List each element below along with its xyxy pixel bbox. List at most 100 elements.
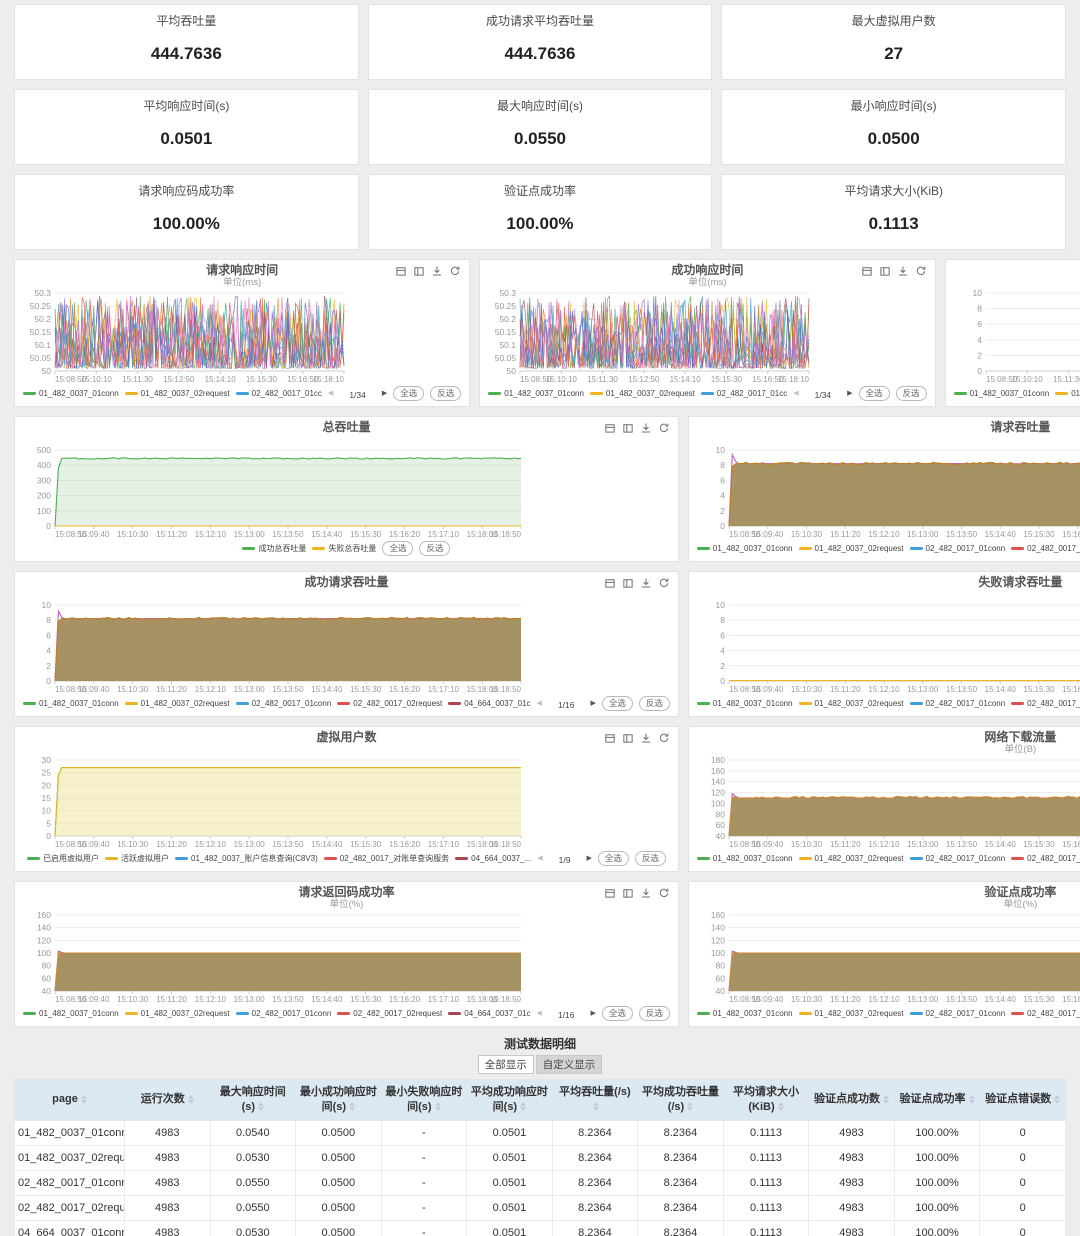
data-zoom-icon[interactable] bbox=[395, 265, 407, 277]
legend-item[interactable]: 已启用虚拟用户 bbox=[27, 853, 99, 864]
save-image-icon[interactable] bbox=[431, 265, 443, 277]
legend-item[interactable]: 04_664_0037_01c bbox=[448, 1009, 531, 1018]
legend-item[interactable]: 02_482_0017_01cc bbox=[700, 389, 787, 398]
refresh-icon[interactable] bbox=[658, 422, 670, 434]
column-header-11[interactable]: 验证点错误数 bbox=[979, 1079, 1066, 1121]
sort-icon[interactable] bbox=[187, 1095, 194, 1105]
legend-item[interactable]: 01_482_0037_01conn bbox=[488, 389, 584, 398]
save-image-icon[interactable] bbox=[897, 265, 909, 277]
legend-item[interactable]: 02_482_0017_01conn bbox=[235, 1009, 331, 1018]
legend-item[interactable]: 活跃虚拟用户 bbox=[105, 853, 169, 864]
legend-item[interactable]: 02_482_0017_01conn bbox=[909, 1009, 1005, 1018]
pager-next-icon[interactable]: ▶ bbox=[590, 1010, 596, 1017]
column-header-1[interactable]: 运行次数 bbox=[124, 1079, 211, 1121]
select-all-button[interactable]: 全选 bbox=[601, 695, 633, 711]
invert-selection-button[interactable]: 反选 bbox=[638, 695, 670, 711]
select-all-button[interactable]: 全选 bbox=[382, 540, 414, 556]
data-zoom-icon[interactable] bbox=[604, 887, 616, 899]
refresh-icon[interactable] bbox=[658, 577, 670, 589]
legend-item[interactable]: 01_482_0037_01conn bbox=[23, 699, 119, 708]
legend-item[interactable]: 02_482_0017_01conn bbox=[909, 699, 1005, 708]
column-header-10[interactable]: 验证点成功率 bbox=[893, 1079, 981, 1121]
legend-item[interactable]: 02_482_0017_01conn bbox=[235, 699, 331, 708]
legend-item[interactable]: 01_482_0037_02request bbox=[124, 699, 230, 708]
legend-item[interactable]: 01_482_0037_02request bbox=[798, 699, 904, 708]
invert-selection-button[interactable]: 反选 bbox=[638, 1005, 670, 1021]
refresh-icon[interactable] bbox=[658, 732, 670, 744]
invert-selection-button[interactable]: 反选 bbox=[430, 385, 462, 401]
legend-item[interactable]: 01_482_0037_02request bbox=[124, 1009, 230, 1018]
legend-item[interactable]: 01_482_0037_01conn bbox=[23, 389, 119, 398]
sort-icon[interactable] bbox=[434, 1102, 441, 1112]
data-view-icon[interactable] bbox=[622, 422, 634, 434]
data-view-icon[interactable] bbox=[413, 265, 425, 277]
select-all-button[interactable]: 全选 bbox=[393, 385, 425, 401]
data-view-icon[interactable] bbox=[622, 577, 634, 589]
pager-next-icon[interactable]: ▶ bbox=[590, 700, 596, 707]
invert-selection-button[interactable]: 反选 bbox=[895, 385, 927, 401]
data-zoom-icon[interactable] bbox=[604, 577, 616, 589]
pager-next-icon[interactable]: ▶ bbox=[381, 390, 388, 397]
legend-item[interactable]: 01_482_0037_02request bbox=[589, 389, 695, 398]
column-header-3[interactable]: 最小成功响应时间(s) bbox=[295, 1079, 382, 1121]
pager-prev-icon[interactable]: ◀ bbox=[327, 390, 334, 397]
legend-item[interactable]: 01_482_0037_01conn bbox=[696, 854, 793, 863]
tab-custom-display[interactable]: 自定义显示 bbox=[535, 1055, 603, 1074]
sort-icon[interactable] bbox=[968, 1095, 975, 1105]
legend-item[interactable]: 02_482_0017_01conn bbox=[909, 544, 1005, 553]
legend-item[interactable]: 04_664_0037_... bbox=[455, 854, 531, 863]
save-image-icon[interactable] bbox=[640, 887, 652, 899]
sort-icon[interactable] bbox=[1054, 1095, 1061, 1105]
save-image-icon[interactable] bbox=[640, 732, 652, 744]
column-header-8[interactable]: 平均请求大小(KiB) bbox=[722, 1079, 810, 1121]
sort-icon[interactable] bbox=[258, 1102, 265, 1112]
save-image-icon[interactable] bbox=[640, 577, 652, 589]
column-header-2[interactable]: 最大响应时间(s) bbox=[209, 1079, 297, 1121]
column-header-5[interactable]: 平均成功响应时间(s) bbox=[466, 1079, 553, 1121]
legend-item[interactable]: 成功总吞吐量 bbox=[242, 543, 306, 554]
column-header-9[interactable]: 验证点成功数 bbox=[808, 1079, 895, 1121]
column-header-4[interactable]: 最小失败响应时间(s) bbox=[380, 1079, 468, 1121]
legend-item[interactable]: 01_482_0037_02request bbox=[798, 854, 904, 863]
column-header-0[interactable]: page bbox=[14, 1079, 125, 1121]
legend-item[interactable]: 02_482_0017_01conn bbox=[909, 854, 1005, 863]
sort-icon[interactable] bbox=[349, 1102, 356, 1112]
sort-icon[interactable] bbox=[883, 1095, 890, 1105]
legend-item[interactable]: 01_482_0037_01conn bbox=[696, 544, 793, 553]
legend-item[interactable]: 01_482_0037_02request bbox=[124, 389, 230, 398]
pager-prev-icon[interactable]: ◀ bbox=[536, 1010, 542, 1017]
data-zoom-icon[interactable] bbox=[861, 265, 873, 277]
legend-item[interactable]: 01_482_0037_02request bbox=[798, 1009, 904, 1018]
legend-item[interactable]: 02_482_0017_01cc bbox=[235, 389, 322, 398]
legend-item[interactable]: 02_482_0017_02request bbox=[1011, 1009, 1080, 1018]
data-view-icon[interactable] bbox=[622, 732, 634, 744]
data-view-icon[interactable] bbox=[879, 265, 891, 277]
legend-item[interactable]: 失败总吞吐量 bbox=[312, 543, 376, 554]
refresh-icon[interactable] bbox=[915, 265, 927, 277]
pager-prev-icon[interactable]: ◀ bbox=[793, 390, 799, 397]
tab-show-all[interactable]: 全部显示 bbox=[477, 1055, 534, 1074]
sort-icon[interactable] bbox=[593, 1102, 600, 1112]
select-all-button[interactable]: 全选 bbox=[858, 385, 890, 401]
data-zoom-icon[interactable] bbox=[604, 732, 616, 744]
invert-selection-button[interactable]: 反选 bbox=[419, 540, 451, 556]
legend-item[interactable]: 02_482_0017_对账单查询服务 bbox=[323, 853, 449, 864]
pager-prev-icon[interactable]: ◀ bbox=[537, 855, 543, 862]
legend-item[interactable]: 01_482_0037_01conn bbox=[23, 1009, 119, 1018]
pager-next-icon[interactable]: ▶ bbox=[847, 390, 853, 397]
select-all-button[interactable]: 全选 bbox=[597, 850, 629, 866]
sort-icon[interactable] bbox=[777, 1102, 784, 1112]
legend-item[interactable]: 02_482_0017_02request bbox=[337, 1009, 442, 1018]
column-header-7[interactable]: 平均成功吞吐量(/s) bbox=[637, 1079, 724, 1121]
legend-item[interactable]: 01_482_0037_01conn bbox=[696, 1009, 793, 1018]
legend-item[interactable]: 01_482_0037_账户信息查询(C8V3) bbox=[175, 853, 318, 864]
save-image-icon[interactable] bbox=[640, 422, 652, 434]
data-view-icon[interactable] bbox=[622, 887, 634, 899]
legend-item[interactable]: 04_664_0037_01c bbox=[448, 699, 531, 708]
sort-icon[interactable] bbox=[80, 1095, 87, 1105]
sort-icon[interactable] bbox=[520, 1102, 527, 1112]
refresh-icon[interactable] bbox=[449, 265, 461, 277]
legend-item[interactable]: 02_482_0017_02request bbox=[337, 699, 442, 708]
legend-item[interactable]: 01_482_0037_02request bbox=[798, 544, 904, 553]
legend-item[interactable]: 01_482_0037_02request bbox=[1055, 389, 1080, 398]
